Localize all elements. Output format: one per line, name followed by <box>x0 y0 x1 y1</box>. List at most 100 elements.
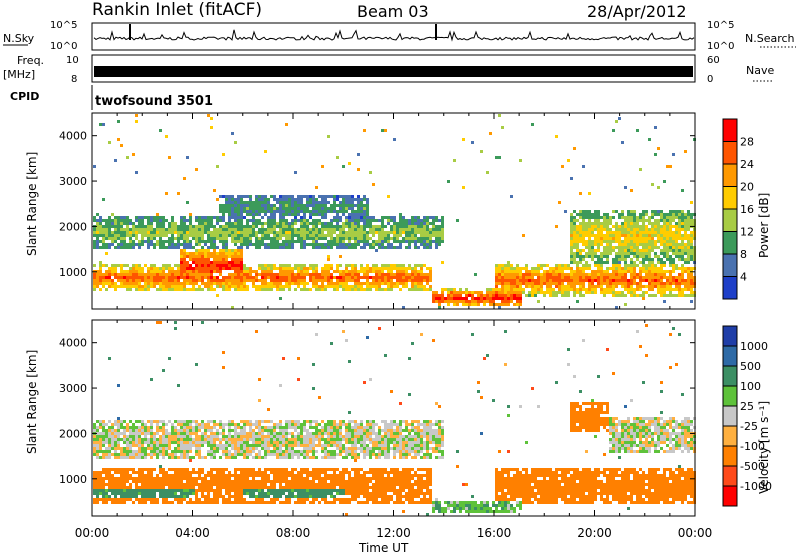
power-cell <box>222 282 225 285</box>
power-cell <box>594 243 597 246</box>
velocity-cell <box>96 477 99 480</box>
power-cell <box>222 225 225 228</box>
velocity-cell <box>186 423 189 426</box>
power-cell <box>675 237 678 240</box>
power-cell <box>195 282 198 285</box>
velocity-cell <box>177 432 180 435</box>
power-cell <box>558 291 561 294</box>
velocity-cell <box>174 435 177 438</box>
power-cell <box>618 234 621 237</box>
velocity-cell <box>156 483 159 486</box>
power-cell <box>621 213 624 216</box>
power-cell <box>654 246 657 249</box>
power-cell <box>240 231 243 234</box>
velocity-cell <box>186 426 189 429</box>
velocity-cell <box>171 429 174 432</box>
power-cell <box>141 225 144 228</box>
power-cell <box>648 264 651 267</box>
power-cell <box>369 270 372 273</box>
power-cell <box>594 219 597 222</box>
velocity-cell <box>219 471 222 474</box>
velocity-cell <box>231 474 234 477</box>
velocity-cell <box>171 486 174 489</box>
power-cell <box>447 291 450 294</box>
velocity-cell <box>183 456 186 459</box>
velocity-cell <box>102 429 105 432</box>
power-cell <box>621 225 624 228</box>
power-cell <box>207 219 210 222</box>
power-cell <box>636 225 639 228</box>
power-cell <box>330 207 333 210</box>
power-cell <box>213 249 216 252</box>
power-cell <box>657 234 660 237</box>
power-cell <box>288 195 291 198</box>
power-cell <box>297 237 300 240</box>
power-cell <box>381 228 384 231</box>
velocity-cell <box>234 471 237 474</box>
power-cell <box>624 186 627 189</box>
power-cell <box>660 288 663 291</box>
power-cell <box>126 222 129 225</box>
velocity-cell <box>237 468 240 471</box>
power-cell <box>564 267 567 270</box>
velocity-cell <box>141 432 144 435</box>
power-cell <box>117 228 120 231</box>
power-cell <box>660 294 663 297</box>
velocity-cell <box>108 357 111 360</box>
velocity-cell <box>228 450 231 453</box>
power-cell <box>198 234 201 237</box>
power-cell <box>261 201 264 204</box>
power-cell <box>114 234 117 237</box>
velocity-cell <box>153 495 156 498</box>
power-cell <box>201 264 204 267</box>
velocity-cell <box>174 477 177 480</box>
power-cell <box>618 291 621 294</box>
power-cell <box>420 243 423 246</box>
power-cell <box>246 222 249 225</box>
power-cell <box>423 243 426 246</box>
power-cell <box>333 219 336 222</box>
power-cell <box>624 243 627 246</box>
velocity-cell <box>234 441 237 444</box>
power-cell <box>291 219 294 222</box>
power-cell <box>399 213 402 216</box>
velocity-cell <box>183 429 186 432</box>
power-cell <box>318 207 321 210</box>
power-cell <box>432 297 435 300</box>
power-cell <box>573 282 576 285</box>
power-cell <box>465 303 468 306</box>
power-cell <box>489 291 492 294</box>
power-cell <box>549 294 552 297</box>
power-cell <box>342 225 345 228</box>
power-cell <box>120 246 123 249</box>
power-cell <box>201 225 204 228</box>
power-cell <box>216 261 219 264</box>
velocity-cell <box>156 441 159 444</box>
power-cell <box>684 294 687 297</box>
power-cell <box>120 225 123 228</box>
velocity-cell <box>168 486 171 489</box>
power-cell <box>573 237 576 240</box>
power-cell <box>126 228 129 231</box>
velocity-cell <box>135 435 138 438</box>
power-cell <box>387 240 390 243</box>
power-cell <box>240 264 243 267</box>
velocity-cell <box>120 483 123 486</box>
power-cell <box>93 285 96 288</box>
velocity-cell <box>195 441 198 444</box>
power-cell <box>681 246 684 249</box>
power-cell <box>315 264 318 267</box>
power-cell <box>630 240 633 243</box>
power-cell <box>342 237 345 240</box>
power-cell <box>285 201 288 204</box>
power-cell <box>189 240 192 243</box>
power-cell <box>306 201 309 204</box>
power-cell <box>246 270 249 273</box>
power-cell <box>258 246 261 249</box>
power-cell <box>429 279 432 282</box>
power-cell <box>501 264 504 267</box>
power-cell <box>117 231 120 234</box>
power-cell <box>312 231 315 234</box>
power-cell <box>126 279 129 282</box>
power-cell <box>423 237 426 240</box>
